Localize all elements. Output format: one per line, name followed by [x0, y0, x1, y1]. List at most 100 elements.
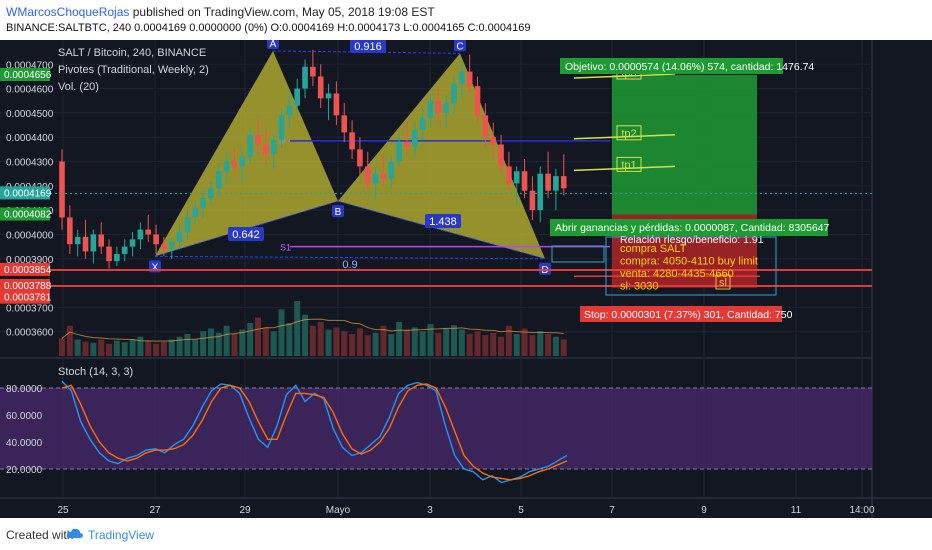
candle-body	[506, 166, 512, 184]
candle-body	[302, 66, 308, 89]
candle-body	[278, 115, 285, 140]
candle-body	[482, 115, 489, 138]
volume-bar	[74, 339, 81, 356]
volume-bar	[153, 343, 160, 356]
price-badge	[0, 290, 50, 304]
stoch-k-line	[61, 380, 568, 484]
candle-body	[498, 144, 504, 167]
note-line: compra SALT	[620, 243, 687, 255]
time-tick-label: 11	[791, 505, 802, 516]
volume-bar	[113, 340, 120, 356]
candle-body	[114, 253, 120, 262]
pattern-point-badge	[539, 262, 551, 275]
stop-text: Stop: 0.0000301 (7.37%) 301, Cantidad: 7…	[584, 309, 793, 321]
price-tick-label: 0.0004700	[6, 60, 54, 71]
candle-body	[310, 66, 316, 77]
pivot-p-label: P	[280, 137, 286, 147]
chart-svg[interactable]: PS1XABCD0.6420.9161.4380.9tp3tp2tp1slObj…	[0, 36, 932, 518]
candle-body	[98, 234, 104, 247]
pattern-xd-line	[154, 255, 546, 260]
stop-box	[580, 306, 782, 322]
publish-line: WMarcosChoqueRojas published on TradingV…	[6, 5, 435, 19]
volume-bar	[435, 332, 442, 356]
candle-body	[121, 246, 128, 254]
volume-bar	[317, 321, 324, 356]
volume-bar	[82, 341, 89, 356]
volume-bar	[255, 317, 261, 356]
candle-body	[129, 239, 136, 247]
price-badge	[0, 278, 50, 292]
stoch-tick-label: 20.0000	[6, 465, 43, 476]
volume-bar	[521, 328, 528, 356]
candle-body	[396, 142, 402, 162]
volume-bar	[215, 332, 222, 356]
ratio-badge	[425, 214, 461, 228]
created-with-text: Created with	[6, 528, 74, 542]
candle-body	[168, 241, 175, 250]
legend-title: SALT / Bitcoin, 240, BINANCE	[58, 47, 206, 59]
volume-bar	[325, 329, 332, 356]
candle-body	[435, 100, 442, 113]
volume-bar	[176, 336, 183, 356]
pattern-point-label: C	[456, 41, 463, 52]
stoch-d-line	[61, 383, 568, 481]
volume-bar	[90, 342, 97, 356]
candle-body	[59, 161, 65, 218]
price-badge-label: 0.0003854	[4, 265, 52, 276]
candle-body	[200, 198, 206, 208]
candle-body	[67, 217, 73, 245]
volume-bar	[168, 339, 175, 356]
stoch-tick-label: 80.0000	[6, 384, 43, 395]
price-badge-label: 0.0003788	[4, 281, 52, 292]
volume-bar	[333, 327, 340, 356]
candle-body	[466, 71, 473, 87]
marker-box	[551, 245, 605, 263]
time-tick-label: 9	[701, 505, 707, 516]
volume-bar	[121, 342, 128, 356]
pattern-point-label: A	[270, 40, 277, 50]
candle-body	[223, 161, 230, 172]
target-text: Objetivo: 0.0000574 (14.06%) 574, cantid…	[565, 61, 814, 73]
author-link[interactable]: WMarcosChoqueRojas	[6, 5, 130, 19]
candle-body	[192, 207, 199, 218]
candle-body	[553, 176, 559, 191]
price-tick-label: 0.0004400	[6, 133, 54, 144]
stoch-tick-label: 60.0000	[6, 411, 43, 422]
candle-body	[137, 229, 144, 240]
pattern-ratio-label: 0.642	[232, 229, 260, 241]
volume-bar	[129, 339, 136, 356]
volume-bar	[403, 329, 410, 356]
pattern-bd-line	[337, 200, 546, 260]
candle-body	[286, 105, 293, 116]
volume-bar	[537, 331, 544, 356]
volume-bar	[529, 335, 536, 356]
candle-body	[419, 117, 426, 130]
volume-bar	[262, 327, 269, 356]
chart-area[interactable]: PS1XABCD0.6420.9161.4380.9tp3tp2tp1slObj…	[0, 36, 932, 518]
tradingview-brand[interactable]: TradingView	[88, 528, 155, 542]
time-tick-label: 25	[57, 505, 69, 516]
tradingview-logo-icon	[66, 528, 83, 538]
time-tick-label: 14:00	[849, 505, 874, 516]
price-badge	[0, 186, 50, 200]
candle-body	[372, 173, 379, 184]
candle-body	[317, 76, 324, 99]
volume-bar	[231, 334, 238, 356]
pivot-s1-label: S1	[280, 243, 291, 253]
candle-body	[513, 171, 520, 184]
volume-bar	[466, 334, 473, 356]
price-tick-label: 0.0004600	[6, 85, 54, 96]
candle-body	[106, 246, 112, 262]
candle-body	[270, 139, 277, 155]
volume-bar	[505, 325, 512, 356]
candle-body	[247, 134, 253, 157]
price-badge-label: 0.0003781	[4, 293, 52, 304]
price-badge	[0, 262, 50, 276]
target-box	[560, 58, 783, 74]
volume-bar	[106, 343, 113, 356]
candle-body	[412, 129, 418, 147]
volume-bar	[349, 334, 356, 356]
price-badge	[0, 68, 50, 82]
published-text: published on TradingView.com, May 05, 20…	[132, 5, 435, 19]
candle-body	[239, 156, 246, 167]
